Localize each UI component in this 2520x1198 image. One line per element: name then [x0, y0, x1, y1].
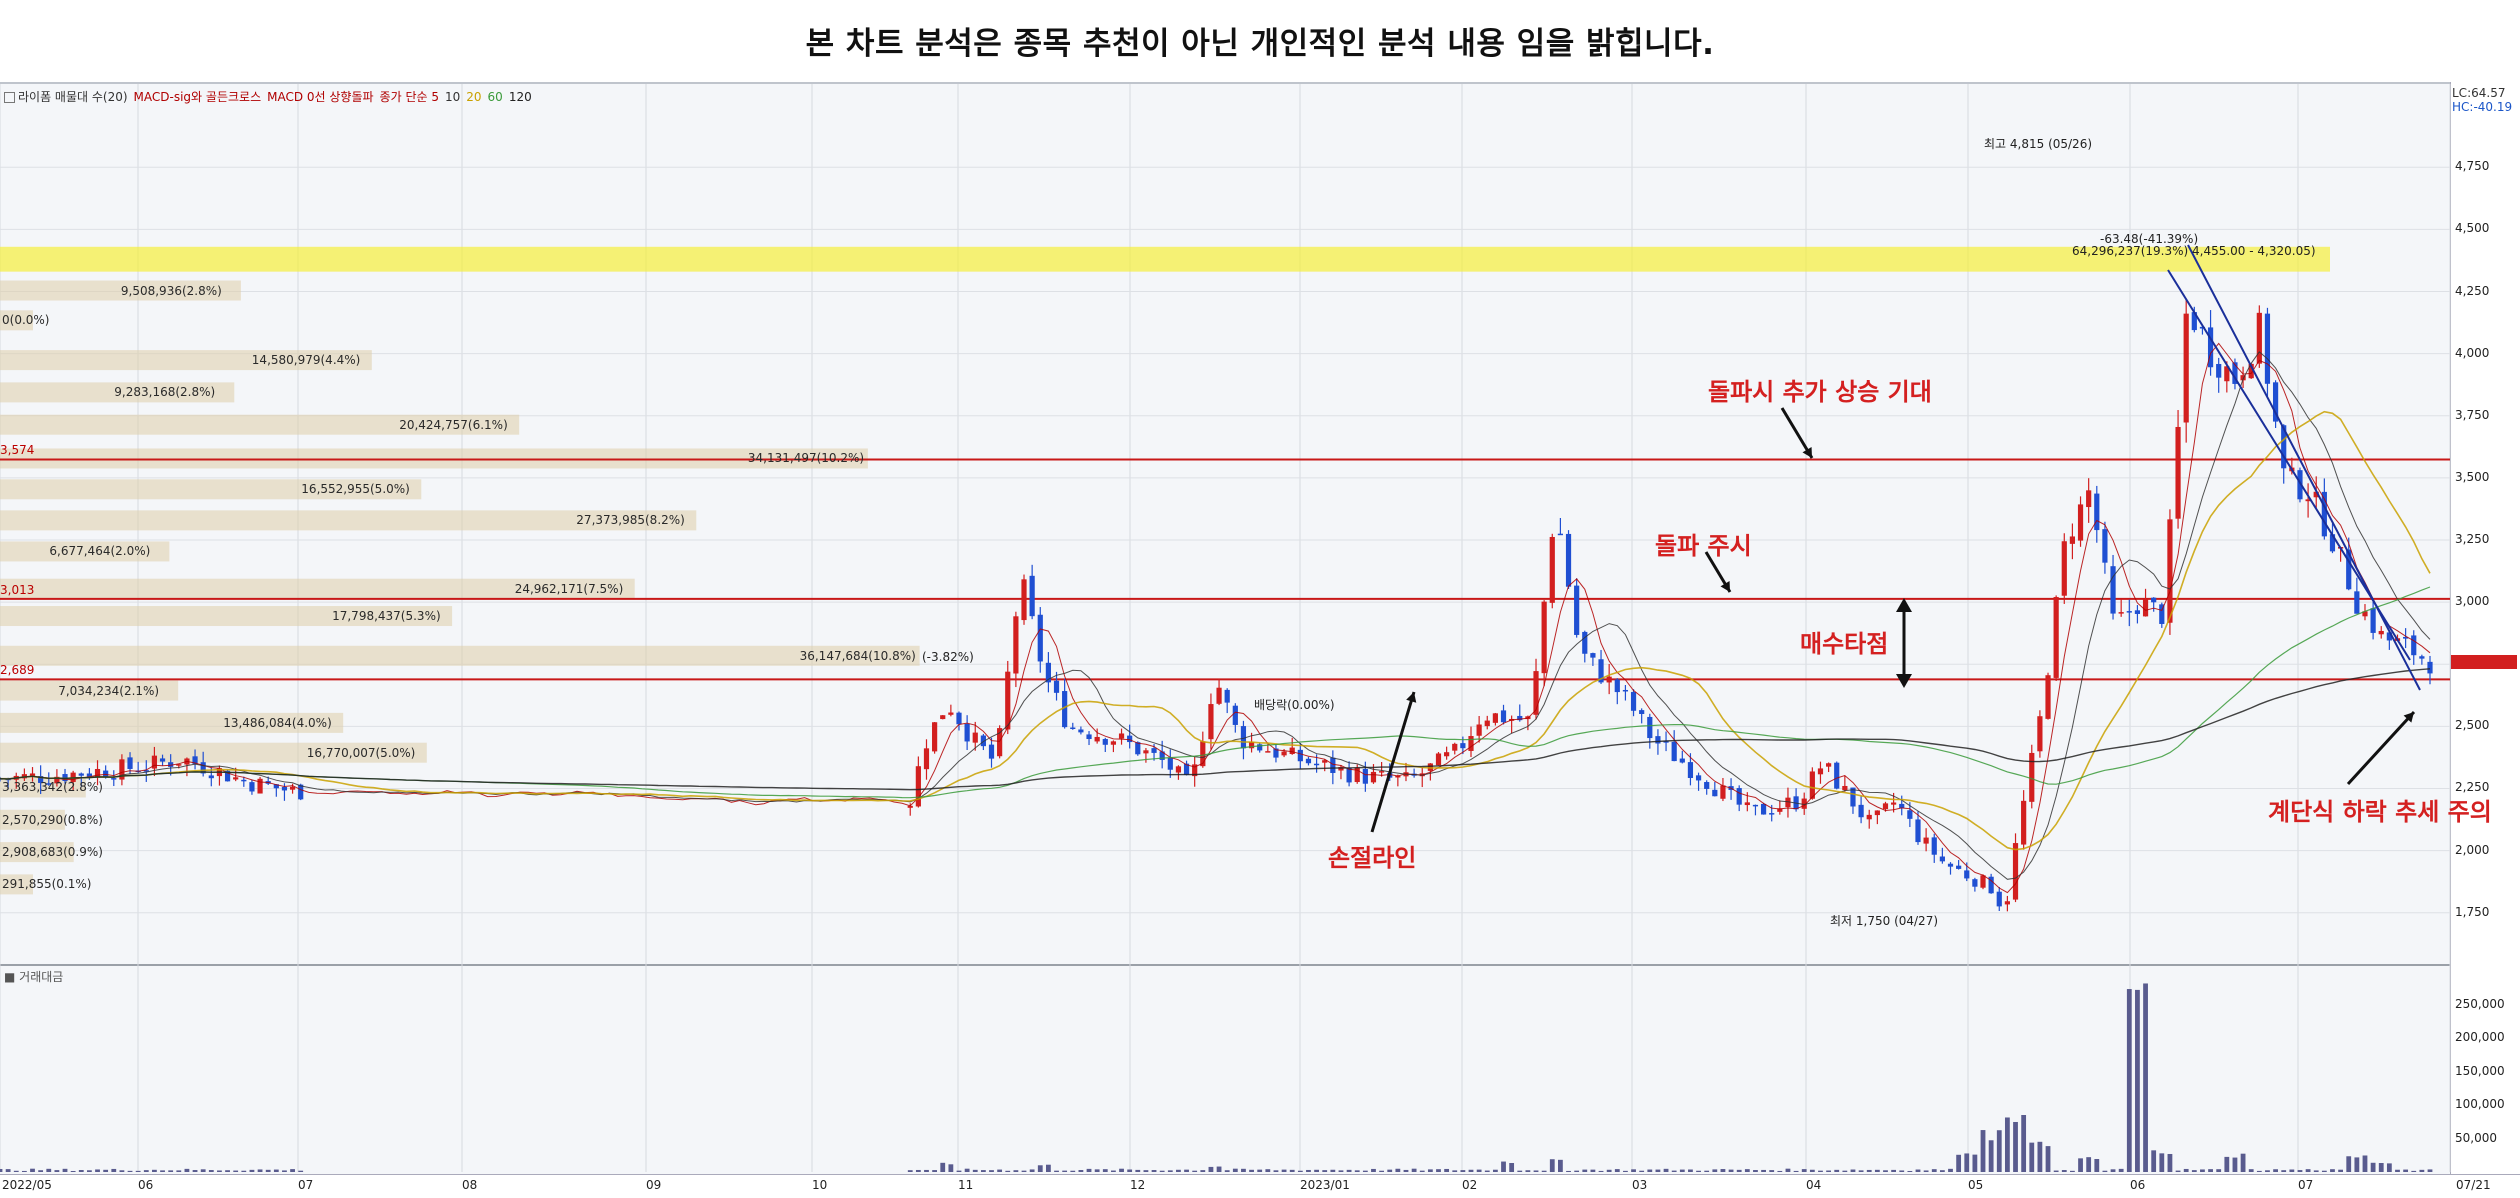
price-tick-label: 3,750 — [2455, 407, 2490, 422]
lc-readout: LC:64.57 — [2452, 86, 2506, 100]
volume-profile-label: 3,363,342(2.8%) — [2, 780, 103, 795]
legend-item[interactable]: 120 — [508, 90, 532, 104]
date-tick-label: 09 — [646, 1178, 662, 1192]
annotation-watch-breakout: 돌파 주시 — [1655, 532, 1752, 560]
current-price-marker — [2451, 654, 2517, 669]
volume-profile-label: 2,570,290(0.8%) — [2, 812, 103, 827]
date-tick-label: 11 — [958, 1178, 974, 1192]
date-tick-label: 06 — [2130, 1178, 2146, 1192]
indicator-legend[interactable]: 라이폼 매물대 수(20) MACD-sig와 골든크로스 MACD 0선 상향돌파… — [4, 88, 538, 105]
change-label-1: -63.48(-41.39%) — [2100, 232, 2199, 246]
key-level-label: 3,574 — [0, 443, 35, 458]
annotation-downtrend-warning: 계단식 하락 추세 주의 — [2268, 798, 2492, 826]
date-tick-label: 12 — [1130, 1178, 1146, 1192]
volume-tick-label: 150,000 — [2455, 1063, 2505, 1078]
volume-tick-label: 200,000 — [2455, 1030, 2505, 1045]
price-tick-label: 4,250 — [2455, 283, 2490, 298]
volume-profile-label: 9,283,168(2.8%) — [114, 385, 216, 400]
low-price-label: 최저 1,750 (04/27) — [1830, 914, 1939, 928]
date-tick-label: 07 — [2298, 1178, 2314, 1192]
volume-profile-label: 36,147,684(10.8%) — [799, 648, 916, 663]
volume-profile-label: 27,373,985(8.2%) — [576, 513, 685, 528]
volume-profile-label: 17,798,437(5.3%) — [332, 609, 441, 624]
price-tick-label: 4,750 — [2455, 159, 2490, 174]
date-tick-label: 07 — [298, 1178, 314, 1192]
volume-tick-label: 50,000 — [2455, 1130, 2497, 1145]
legend-item[interactable]: 20 — [466, 90, 482, 104]
key-level-label: 3,013 — [0, 582, 35, 597]
volume-profile-label: 7,034,234(2.1%) — [58, 683, 160, 698]
price-tick-label: 4,000 — [2455, 345, 2490, 360]
volume-panel-label: ■ 거래대금 — [4, 970, 64, 984]
date-tick-label: 2022/05 — [2, 1178, 52, 1192]
price-tick-label: 3,500 — [2455, 469, 2490, 484]
price-tick-label: 3,000 — [2455, 594, 2490, 609]
price-tick-label: 1,750 — [2455, 904, 2490, 919]
date-tick-label: 02 — [1462, 1178, 1478, 1192]
date-tick-label: 10 — [812, 1178, 828, 1192]
date-tick-label: 04 — [1806, 1178, 1822, 1192]
price-tick-label: 2,000 — [2455, 842, 2490, 857]
price-tick-label: 4,500 — [2455, 221, 2490, 236]
date-axis — [0, 1174, 2520, 1198]
price-panel[interactable] — [0, 82, 2450, 964]
annotation-buy-zone: 매수타점 — [1800, 630, 1889, 658]
change-label-2: (-3.82%) — [922, 650, 974, 664]
hc-readout: HC:-40.19 — [2452, 100, 2513, 114]
volume-profile-label: 14,580,979(4.4%) — [251, 353, 361, 368]
range-label: 64,296,237(19.3%) 4,455.00 - 4,320.05) — [2072, 244, 2316, 258]
volume-profile-label: 291,855(0.1%) — [2, 877, 92, 892]
volume-panel[interactable] — [0, 964, 2450, 1174]
date-tick-label: 07/21 — [2456, 1178, 2491, 1192]
price-axis: 4,750 4,500 4,250 4,000 3,750 3,500 3,250 3,000… — [2450, 82, 2520, 1174]
chart-title: 본 차트 분석은 종목 추천이 아닌 개인적인 분석 내용 임을 밝힙니다. — [805, 25, 1715, 62]
high-price-label: 최고 4,815 (05/26) — [1984, 137, 2093, 151]
volume-profile-label: 0(0.0%) — [2, 313, 50, 328]
legend-item[interactable]: 60 — [487, 90, 503, 104]
legend-item[interactable]: 10 — [444, 90, 461, 104]
volume-profile-label: 16,770,007(5.0%) — [306, 745, 416, 760]
volume-profile-label: 20,424,757(6.1%) — [399, 417, 508, 432]
date-tick-label: 05 — [1968, 1178, 1984, 1192]
volume-profile-label: 6,677,464(2.0%) — [49, 544, 151, 559]
price-tick-label: 2,250 — [2455, 780, 2490, 795]
volume-profile-label: 2,908,683(0.9%) — [2, 845, 103, 860]
price-tick-label: 3,250 — [2455, 532, 2490, 546]
legend-item[interactable]: MACD-sig와 골든크로스 — [133, 90, 262, 104]
volume-profile-label: 16,552,955(5.0%) — [301, 482, 410, 497]
volume-tick-label: 100,000 — [2455, 1097, 2505, 1112]
dividend-label: 배당락(0.00%) — [1254, 698, 1335, 712]
date-tick-label: 08 — [462, 1178, 478, 1192]
legend-item[interactable]: 라이폼 매물대 수(20) — [18, 90, 128, 104]
key-level-label: 2,689 — [0, 663, 35, 678]
legend-item[interactable]: MACD 0선 상향돌파 — [267, 90, 374, 104]
annotation-breakout-expect: 돌파시 추가 상승 기대 — [1708, 378, 1932, 406]
annotation-stop-loss: 손절라인 — [1328, 844, 1417, 872]
legend-item[interactable]: 종가 단순 5 — [379, 90, 439, 104]
date-tick-label: 2023/01 — [1300, 1178, 1350, 1192]
price-tick-label: 2,500 — [2455, 718, 2490, 733]
volume-profile-label: 9,508,936(2.8%) — [120, 283, 222, 298]
volume-tick-label: 250,000 — [2455, 997, 2505, 1012]
volume-profile-label: 13,486,084(4.0%) — [223, 715, 332, 730]
volume-profile-label: 24,962,171(7.5%) — [514, 581, 624, 596]
date-tick-label: 06 — [138, 1178, 154, 1192]
date-tick-label: 03 — [1632, 1178, 1648, 1192]
chart-title-banner: 본 차트 분석은 종목 추천이 아닌 개인적인 분석 내용 임을 밝힙니다. — [0, 0, 2520, 80]
volume-profile-label: 34,131,497(10.2%) — [747, 451, 865, 466]
legend-toggle-icon[interactable] — [4, 92, 15, 103]
